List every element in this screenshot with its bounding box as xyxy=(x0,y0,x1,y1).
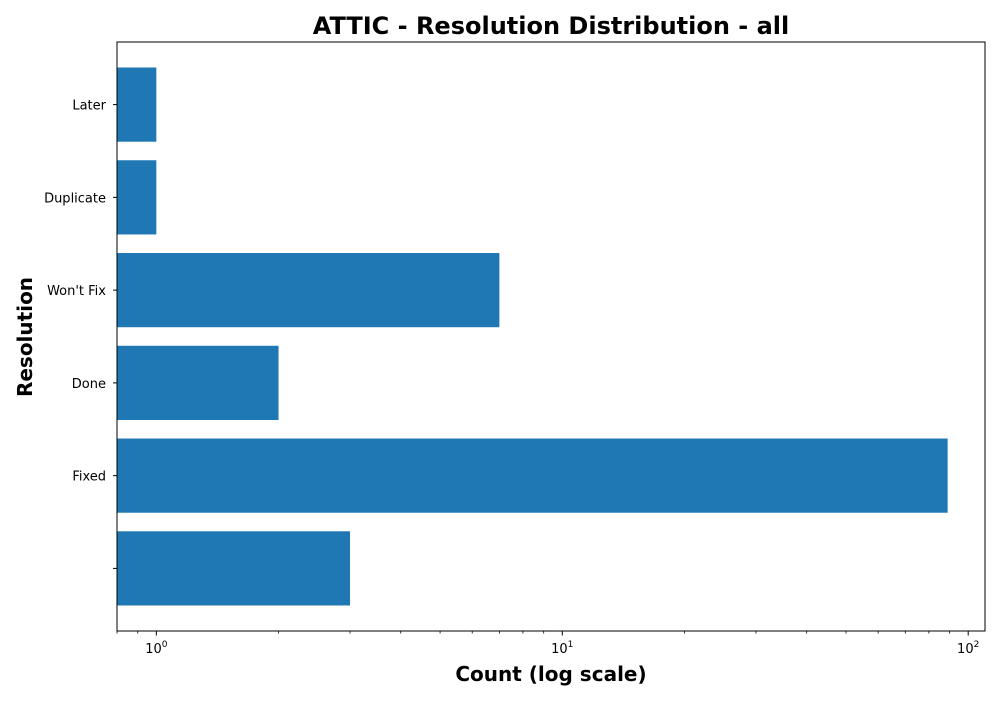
plot-area xyxy=(117,67,948,606)
x-tick-label-0: 100 xyxy=(145,640,168,657)
x-tick-label-2: 102 xyxy=(957,640,979,657)
bar-4 xyxy=(117,160,157,235)
y-axis: Fixed Done Won't Fix Duplicate Later xyxy=(44,99,117,569)
y-tick-label-3: Won't Fix xyxy=(47,284,106,299)
x-tick-label-1: 101 xyxy=(551,640,573,657)
bar-3 xyxy=(117,253,500,328)
y-tick-label-4: Duplicate xyxy=(44,191,106,206)
x-axis-label: Count (log scale) xyxy=(455,662,646,686)
bar-2 xyxy=(117,345,279,420)
chart-title: ATTIC - Resolution Distribution - all xyxy=(313,12,790,40)
x-axis: 100 101 102 xyxy=(116,631,979,657)
y-tick-label-5: Later xyxy=(72,99,106,114)
bar-1 xyxy=(117,438,948,513)
y-tick-label-2: Done xyxy=(72,377,106,392)
plot-frame xyxy=(116,41,986,632)
bar-5 xyxy=(117,67,157,142)
y-tick-label-1: Fixed xyxy=(72,470,106,485)
bar-0 xyxy=(117,531,351,606)
y-axis-label: Resolution xyxy=(13,277,37,397)
